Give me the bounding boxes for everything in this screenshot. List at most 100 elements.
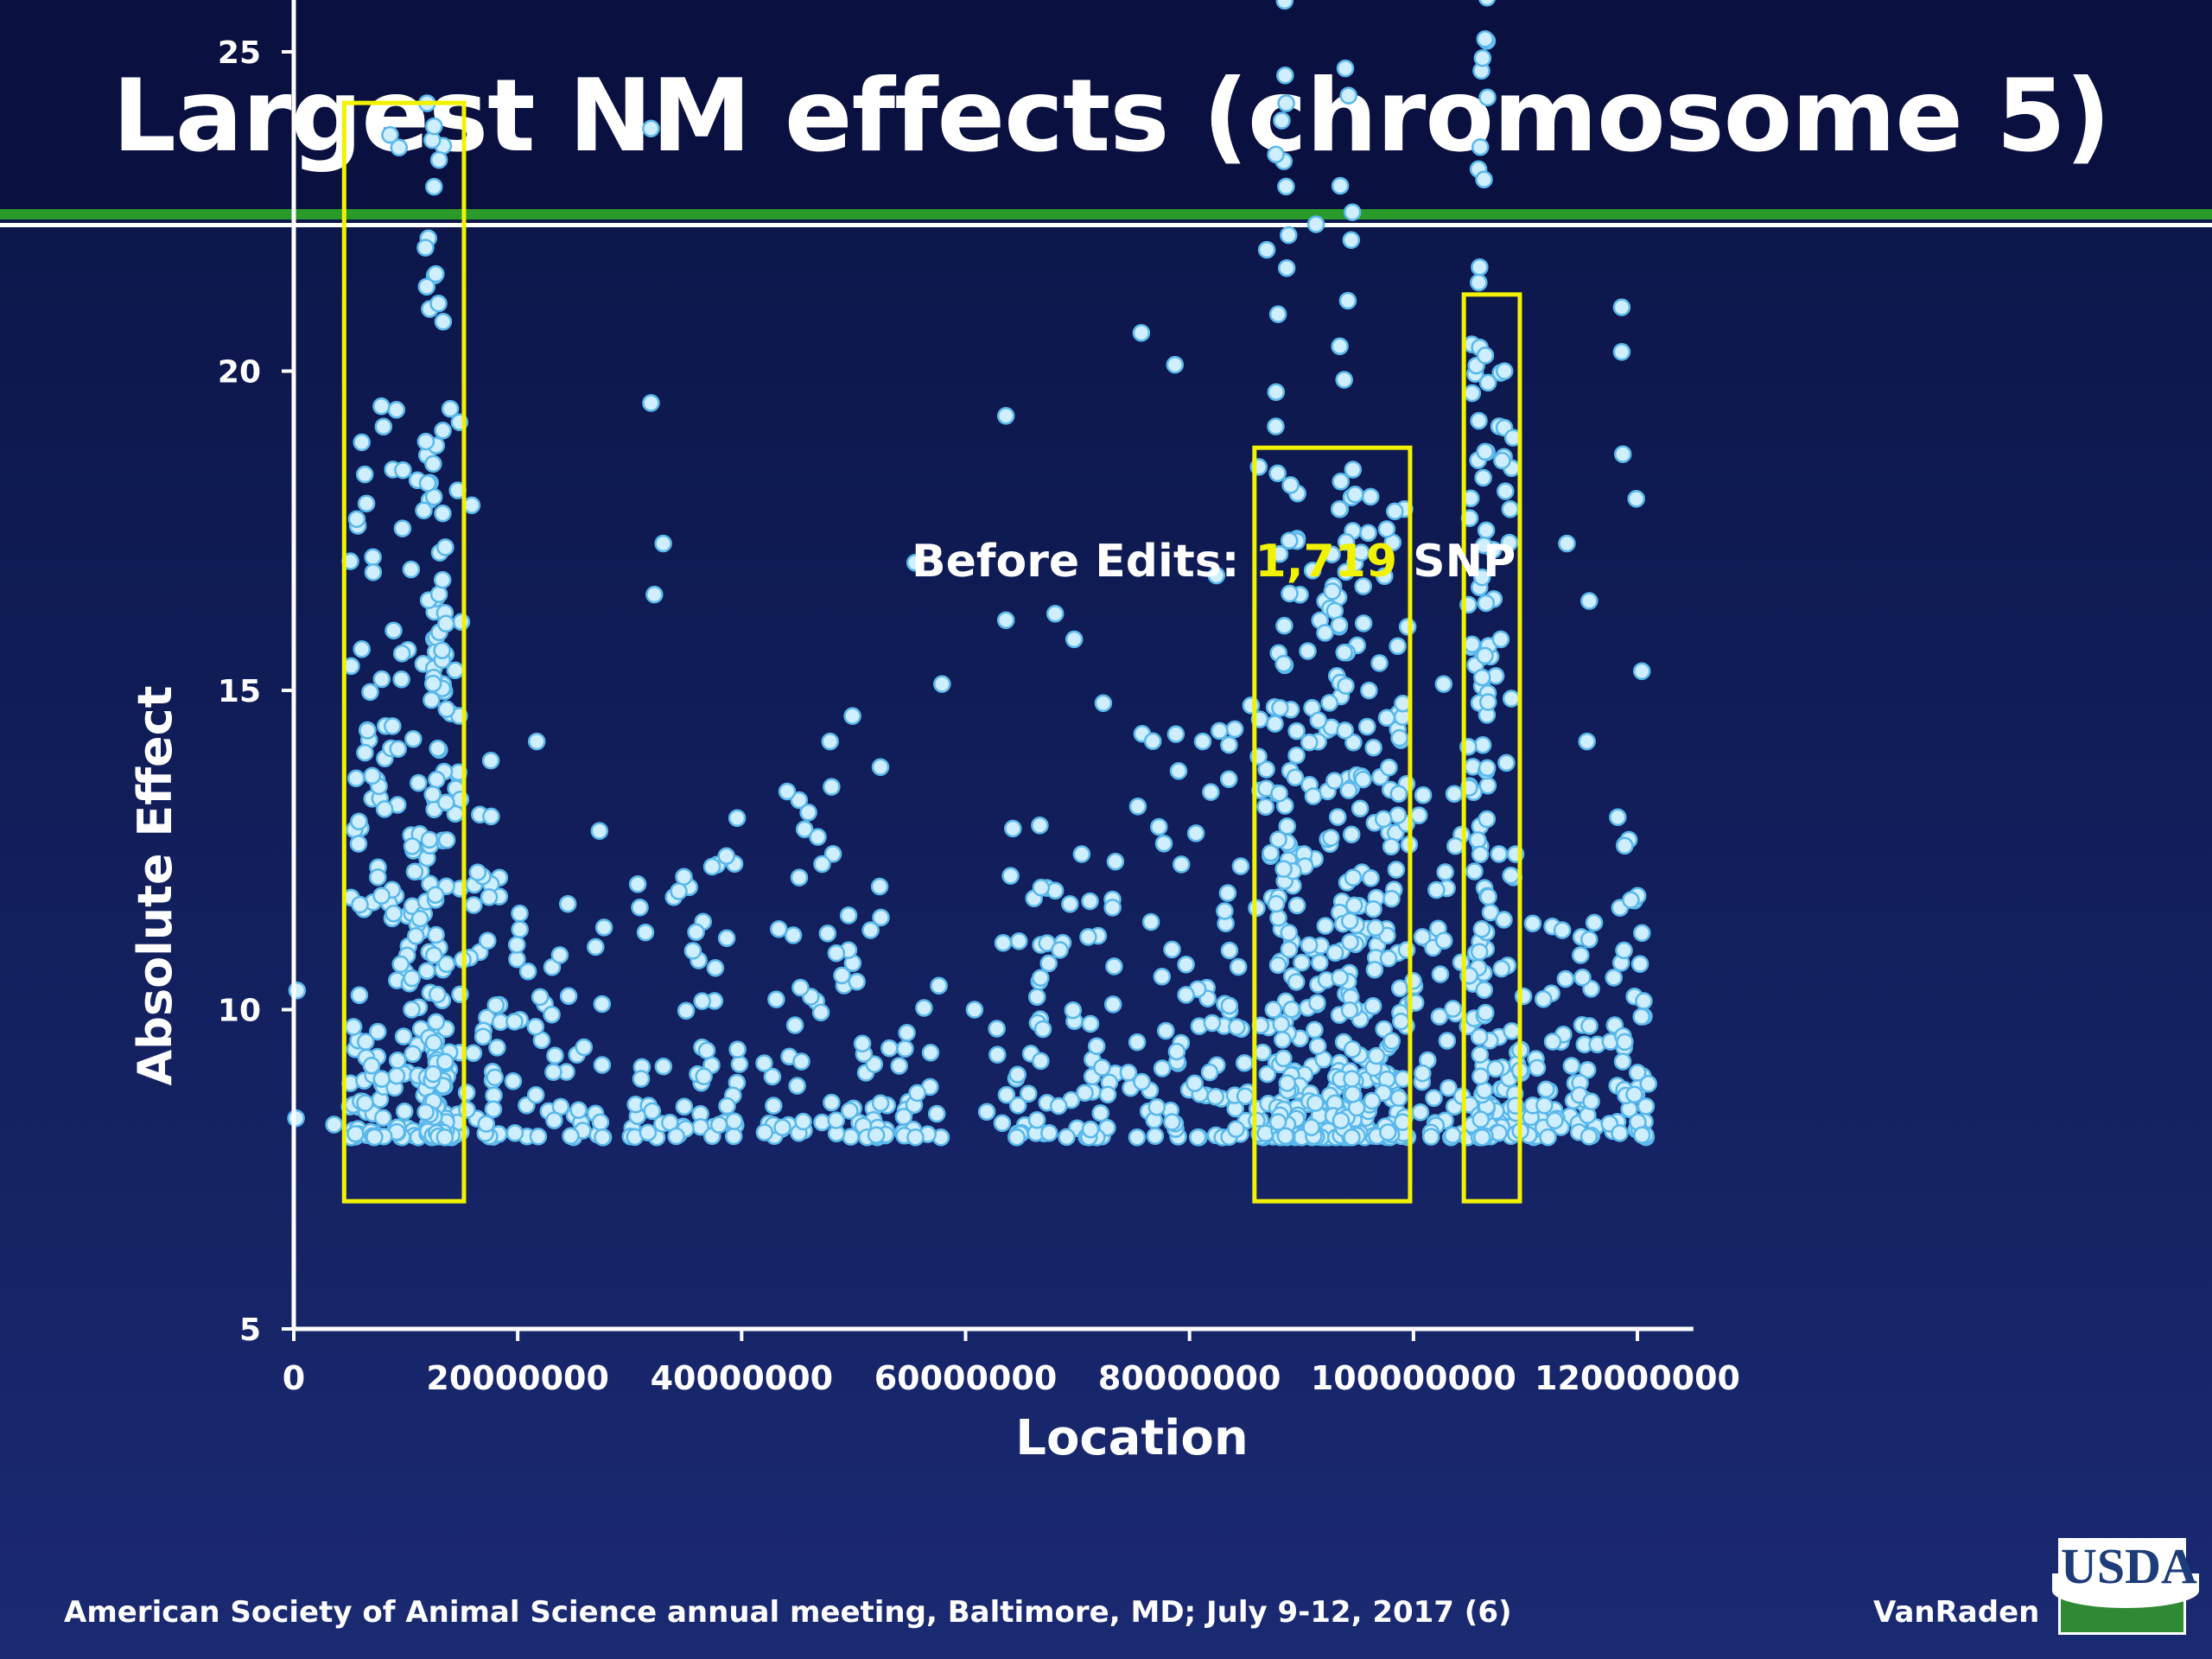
data-point-1152 [1425,1089,1443,1108]
data-point-713 [1323,545,1341,563]
data-point-1112 [1337,563,1356,582]
data-point-372 [594,918,613,937]
data-point-1104 [1335,371,1353,389]
data-point-1148 [1434,931,1453,950]
data-point-689 [1128,1128,1147,1147]
data-point-464 [823,845,842,863]
data-point-21 [372,670,391,689]
title-divider-green [0,209,2212,219]
data-point-685 [1188,1128,1207,1147]
data-point-274 [434,313,453,331]
y-axis-label: Absolute Effect [128,686,182,1086]
data-point-1091 [1337,677,1355,695]
data-point-281 [416,238,435,257]
data-point-263 [437,793,455,811]
data-point-248 [436,538,454,556]
data-point-498 [872,908,890,927]
data-point-505 [788,1077,806,1095]
data-point-1013 [1344,734,1363,752]
data-point-1304 [1473,668,1491,687]
data-point-1116 [1343,203,1362,221]
data-point-96 [364,548,382,566]
data-point-847 [1306,1020,1324,1039]
data-point-1075 [1331,176,1350,195]
data-point-333 [468,863,487,881]
data-point-1491 [481,752,500,770]
data-point-362 [508,950,526,969]
data-point-814 [1270,544,1289,563]
data-point-1323 [1473,1128,1491,1147]
data-point-665 [1141,912,1160,931]
data-point-706 [1287,896,1306,915]
data-point-679 [1163,1113,1181,1131]
data-point-1479 [1580,592,1599,610]
data-point-1043 [1276,67,1294,85]
data-point-384 [575,1038,594,1057]
data-point-1121 [1344,1085,1362,1103]
data-point-1014 [1367,1046,1386,1065]
data-point-1054 [1268,1113,1287,1131]
annotation-count: 1,719 [1255,536,1397,588]
data-point-1081 [1336,721,1354,740]
data-point-657 [1185,1074,1204,1092]
data-point-1044 [1267,894,1286,913]
data-point-890 [1360,681,1378,700]
data-point-1348 [1572,946,1590,964]
data-point-354 [544,1063,563,1081]
data-point-973 [1286,768,1305,787]
data-point-678 [1200,1063,1219,1082]
data-point-1015 [1382,837,1401,856]
data-point-1059 [1282,1001,1300,1019]
data-point-485 [813,855,831,874]
data-point-849 [1308,1037,1327,1055]
data-point-1450 [645,585,664,604]
data-point-866 [1363,996,1382,1015]
x-tick-label-20000000: 20000000 [426,1359,609,1397]
data-point-943 [1300,733,1319,752]
data-point-975 [1304,787,1323,805]
data-point-612 [1103,899,1122,917]
data-point-1144 [1438,1032,1457,1050]
data-point-1497 [871,758,890,776]
data-point-610 [1081,892,1099,911]
data-point-130 [346,1124,365,1143]
data-point-447 [717,847,735,865]
data-point-1215 [1503,1022,1521,1040]
data-point-544 [1103,995,1122,1014]
data-point-136 [410,909,429,928]
data-point-391 [730,1055,749,1073]
data-point-860 [1300,936,1319,955]
data-point-918 [1248,899,1266,918]
data-point-592 [1039,954,1058,973]
data-point-453 [823,1093,841,1112]
data-point-228 [428,985,447,1004]
data-point-1173 [1474,468,1492,487]
data-point-312 [488,1039,506,1057]
data-point-1434 [1637,1097,1656,1116]
data-point-1008 [1357,717,1376,736]
data-point-1350 [1582,980,1600,998]
data-point-1477 [1535,1096,1554,1115]
data-point-1122 [1344,896,1363,915]
data-point-531 [890,1057,908,1075]
data-point-746 [1257,760,1275,779]
annotation-prefix: Before Edits: [912,536,1255,588]
data-point-1191 [1478,373,1497,392]
data-point-493 [833,966,851,985]
data-point-921 [1254,1043,1272,1062]
highlight-regions [341,100,1522,1204]
data-point-454 [813,1113,831,1132]
data-point-1114 [1330,616,1349,634]
data-point-177 [427,925,445,944]
data-point-972 [1268,464,1287,483]
data-point-1376 [1580,1017,1599,1035]
data-point-327 [486,996,505,1014]
data-point-295 [417,277,436,296]
data-point-269 [436,614,455,633]
data-point-990 [1325,944,1344,962]
data-point-591 [1040,1123,1058,1142]
data-point-614 [1033,1020,1052,1039]
data-point-976 [1377,520,1396,538]
data-point-1169 [1497,482,1515,500]
data-point-1320 [1470,1027,1489,1046]
